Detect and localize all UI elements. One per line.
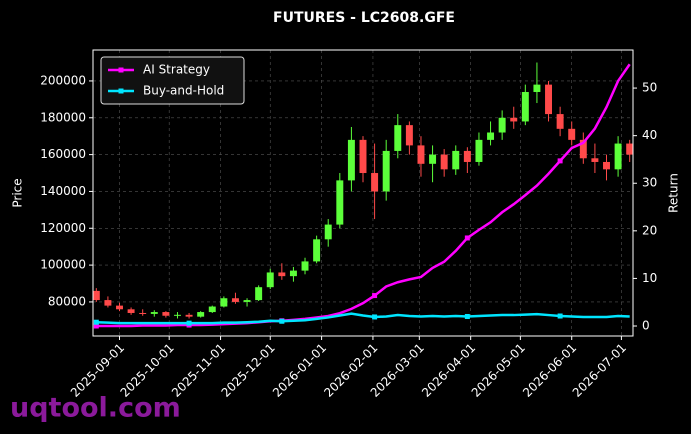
- candle-body: [289, 270, 297, 277]
- y-tick-label: 160000: [40, 147, 86, 161]
- y2-tick-label: 30: [642, 176, 657, 190]
- candle-body: [440, 154, 448, 170]
- candle-body: [591, 158, 599, 162]
- line-marker: [372, 314, 378, 320]
- candle-body: [452, 150, 460, 170]
- line-marker: [186, 320, 192, 326]
- candle-body: [347, 139, 355, 181]
- legend-label: Buy-and-Hold: [143, 84, 224, 98]
- candle-body: [405, 125, 413, 146]
- y2-axis-label: Return: [667, 173, 681, 213]
- line-marker: [557, 158, 563, 164]
- candle-body: [545, 84, 552, 115]
- candle-body: [220, 298, 228, 307]
- line-marker: [557, 313, 563, 319]
- candle-body: [324, 224, 332, 240]
- y2-tick-label: 20: [642, 223, 657, 237]
- line-series: [96, 63, 631, 328]
- candle-body: [371, 173, 379, 192]
- candle-body: [417, 145, 425, 164]
- candle-body: [139, 312, 147, 314]
- candle-body: [533, 84, 541, 92]
- candle-body: [104, 300, 112, 306]
- y2-tick-label: 0: [642, 319, 650, 333]
- candle-body: [394, 125, 402, 151]
- y-tick-label: 100000: [40, 258, 86, 272]
- candle-body: [487, 132, 495, 140]
- line-marker: [279, 318, 285, 324]
- candle-body: [579, 139, 587, 159]
- candle-body: [92, 290, 100, 301]
- candle-body: [556, 114, 564, 129]
- candle-body: [313, 239, 321, 262]
- candle-body: [336, 180, 344, 225]
- y-tick-label: 80000: [48, 294, 86, 308]
- plot-frame: [92, 49, 634, 337]
- watermark: uqtool.com: [10, 393, 181, 424]
- y-tick-label: 180000: [40, 110, 86, 124]
- candle-body: [603, 161, 610, 170]
- y2-tick-label: 10: [642, 271, 657, 285]
- line-marker: [464, 313, 470, 319]
- candle-body: [127, 309, 135, 313]
- candle-body: [521, 91, 529, 122]
- candle-body: [243, 300, 251, 302]
- candle-body: [231, 298, 239, 302]
- candle-body: [208, 306, 216, 313]
- candle-body: [614, 143, 622, 170]
- line-marker: [464, 235, 470, 241]
- y-tick-label: 120000: [40, 221, 86, 235]
- candle-body: [475, 139, 483, 162]
- chart-title: FUTURES - LC2608.GFE: [273, 10, 455, 26]
- candle-body: [568, 128, 576, 140]
- candle-body: [162, 312, 170, 316]
- candle-body: [301, 261, 309, 271]
- legend-label: AI Strategy: [143, 63, 210, 77]
- candle-body: [197, 312, 205, 317]
- y2-tick-label: 50: [642, 81, 657, 95]
- candle-body: [498, 117, 506, 133]
- candle-body: [429, 154, 437, 164]
- line-marker: [372, 293, 378, 299]
- y-axis-label: Price: [11, 178, 25, 207]
- candle-body: [382, 150, 390, 192]
- y-tick-label: 200000: [40, 73, 86, 87]
- candle-body: [510, 117, 518, 122]
- candle-body: [185, 314, 193, 317]
- line-marker: [93, 319, 99, 325]
- y-tick-label: 140000: [40, 184, 86, 198]
- legend-marker: [118, 67, 124, 73]
- legend-box: [100, 56, 245, 105]
- candle-body: [359, 139, 367, 174]
- y2-tick-label: 40: [642, 128, 657, 142]
- candle-body: [626, 143, 634, 155]
- candle-body: [174, 314, 181, 316]
- legend-marker: [118, 88, 124, 94]
- candle-body: [255, 287, 263, 301]
- candle-body: [116, 305, 123, 310]
- line-marker: [93, 323, 99, 329]
- candle-body: [463, 150, 471, 162]
- candle-body: [266, 272, 274, 288]
- candle-body: [278, 272, 286, 277]
- line-series: [96, 312, 630, 325]
- candle-body: [150, 312, 158, 314]
